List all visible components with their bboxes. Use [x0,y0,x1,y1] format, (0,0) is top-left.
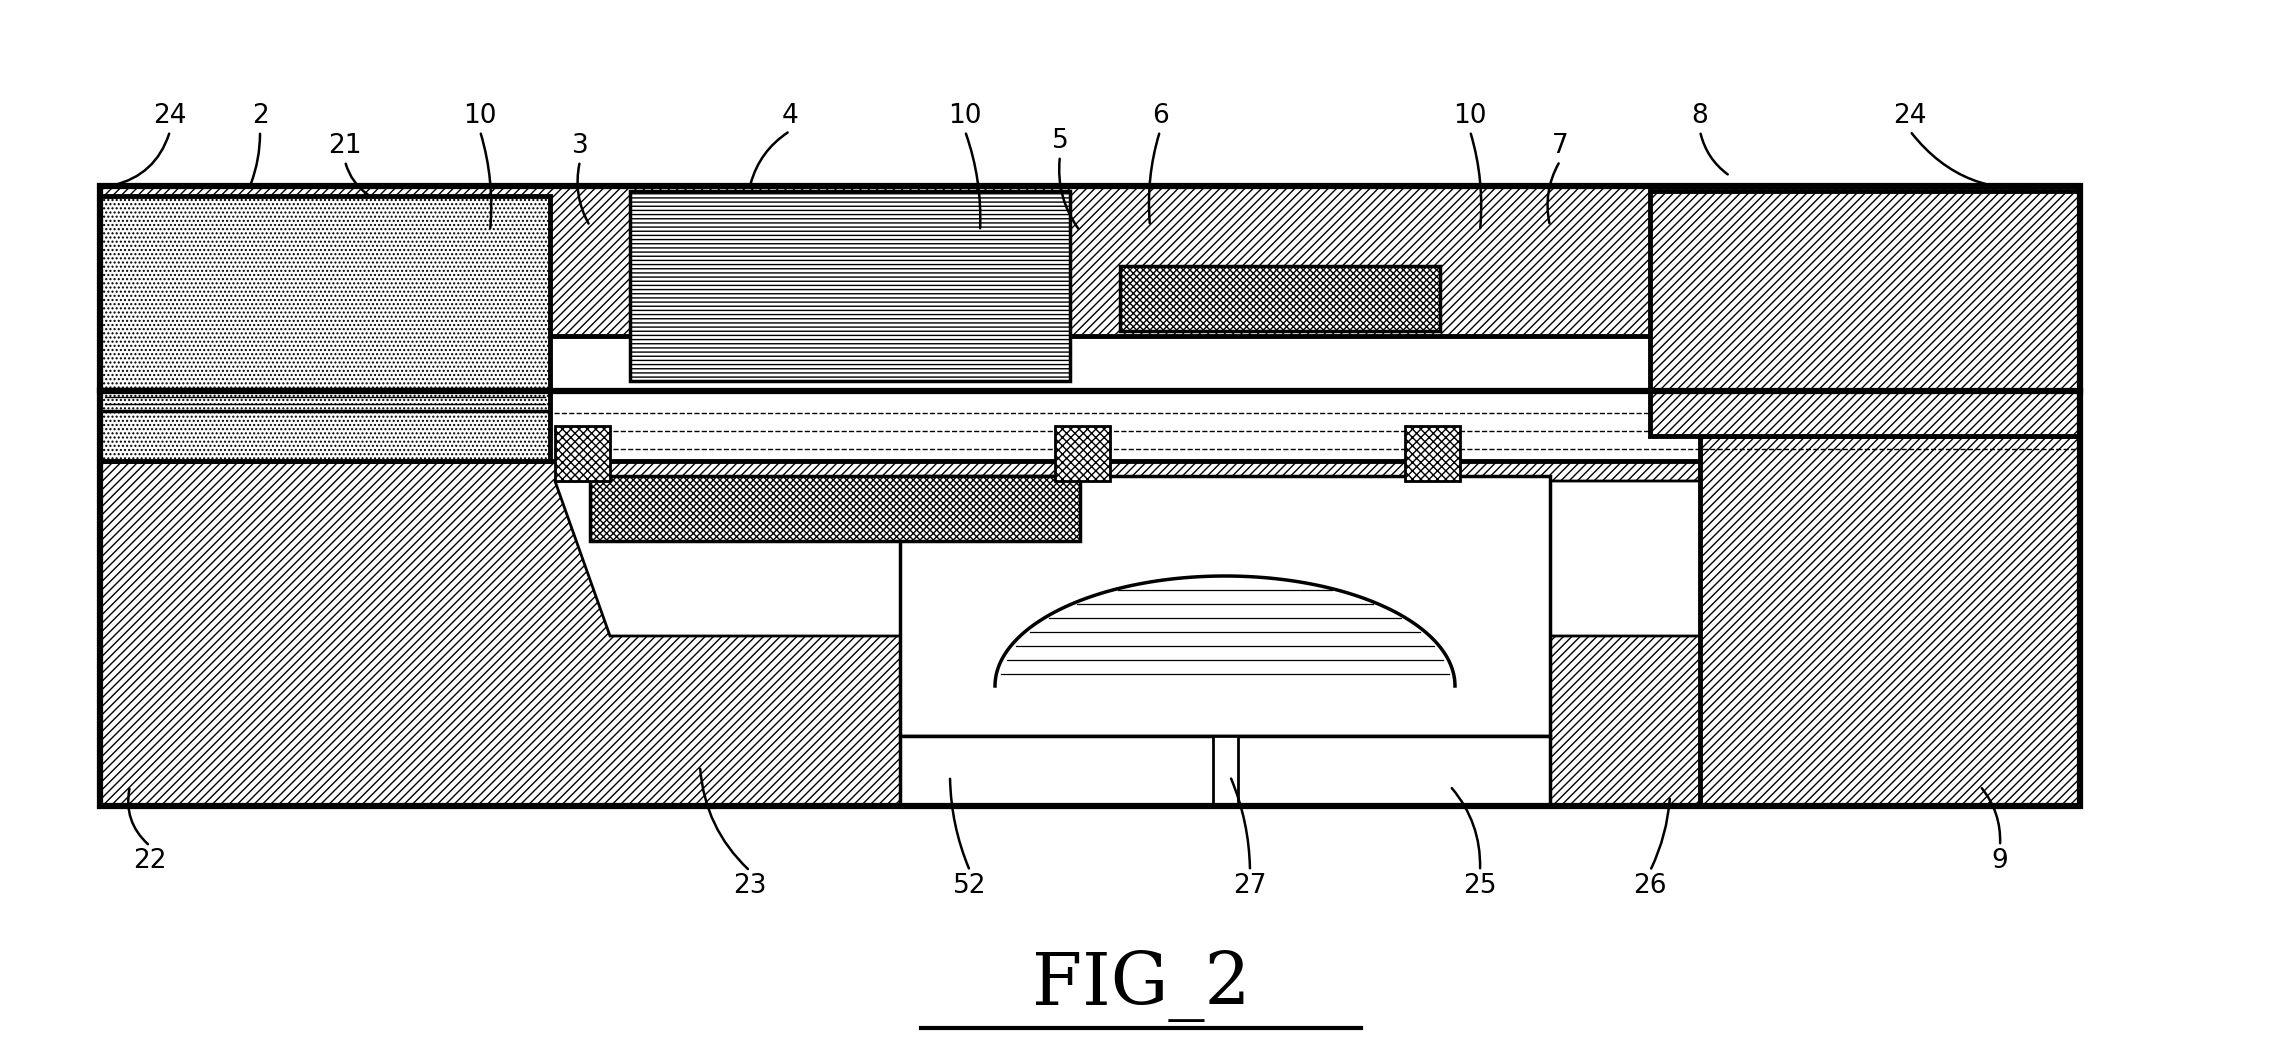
Text: 26: 26 [1634,873,1666,899]
Text: 5: 5 [1052,128,1068,154]
Bar [1120,266,1440,331]
Text: 7: 7 [1552,133,1568,159]
Text: FIG_2: FIG_2 [1031,950,1251,1022]
Text: 52: 52 [954,873,986,899]
Bar [630,191,1070,381]
Text: 23: 23 [733,873,767,899]
Bar [100,186,2079,806]
Polygon shape [1406,481,1755,636]
Text: 8: 8 [1691,103,1709,129]
Bar [899,736,1549,806]
Bar [100,391,2079,461]
Text: 21: 21 [329,133,363,159]
Bar [1650,191,2079,436]
Bar [555,426,609,481]
Bar [100,186,2079,806]
Bar [100,336,2079,391]
Bar [1406,426,1460,481]
Text: 3: 3 [570,133,589,159]
Bar [1212,736,1237,806]
Text: 22: 22 [132,848,167,874]
Text: 27: 27 [1232,873,1267,899]
Text: 6: 6 [1152,103,1168,129]
Text: 25: 25 [1463,873,1497,899]
Bar [1054,426,1109,481]
Bar [1700,436,2079,806]
Text: 10: 10 [1454,103,1488,129]
Text: 24: 24 [1894,103,1926,129]
Text: 10: 10 [463,103,497,129]
Polygon shape [555,481,1054,636]
Bar [899,476,1549,736]
Bar [591,476,1079,541]
Text: 2: 2 [251,103,269,129]
Text: 4: 4 [783,103,799,129]
Bar [100,196,550,461]
Text: 24: 24 [153,103,187,129]
Text: 9: 9 [1992,848,2008,874]
Text: 10: 10 [949,103,981,129]
